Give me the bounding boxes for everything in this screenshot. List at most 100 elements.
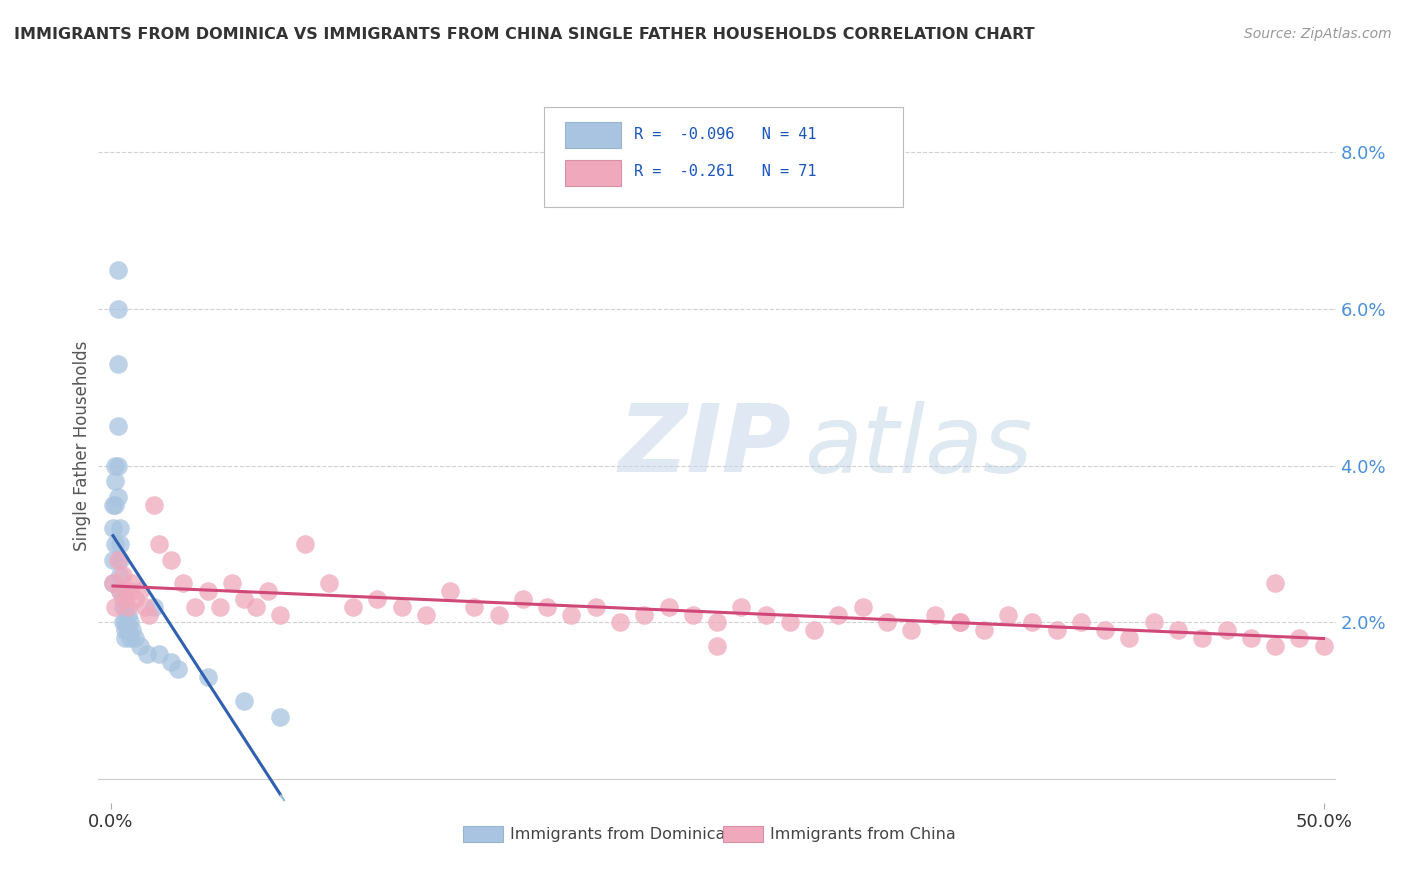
Point — [512, 591, 534, 606]
Point — [110, 584, 132, 599]
Text: Source: ZipAtlas.com: Source: ZipAtlas.com — [1244, 27, 1392, 41]
Point — [104, 599, 127, 614]
Point — [114, 599, 136, 614]
FancyBboxPatch shape — [544, 107, 903, 207]
FancyBboxPatch shape — [464, 826, 503, 842]
Point — [1288, 631, 1310, 645]
Point — [269, 607, 291, 622]
Text: atlas: atlas — [804, 401, 1032, 491]
Point — [706, 615, 728, 630]
Point — [1021, 615, 1043, 630]
Point — [107, 301, 129, 316]
Point — [439, 584, 461, 599]
FancyBboxPatch shape — [565, 122, 620, 148]
Point — [949, 615, 972, 630]
Point — [657, 599, 679, 614]
Point — [1264, 576, 1286, 591]
Point — [104, 498, 127, 512]
Point — [755, 607, 778, 622]
Point — [633, 607, 655, 622]
Point — [118, 631, 141, 645]
Point — [827, 607, 849, 622]
Point — [160, 552, 183, 566]
Point — [143, 599, 166, 614]
Point — [110, 568, 132, 582]
FancyBboxPatch shape — [565, 160, 620, 186]
Text: R =  -0.261   N = 71: R = -0.261 N = 71 — [634, 164, 817, 178]
Point — [110, 552, 132, 566]
Point — [560, 607, 582, 622]
Point — [148, 647, 170, 661]
Point — [294, 537, 316, 551]
Point — [172, 576, 194, 591]
Point — [111, 599, 134, 614]
Point — [366, 591, 388, 606]
Point — [779, 615, 801, 630]
Point — [101, 576, 124, 591]
Point — [997, 607, 1019, 622]
Point — [269, 709, 291, 723]
Point — [1240, 631, 1263, 645]
Point — [124, 631, 146, 645]
Point — [876, 615, 898, 630]
Point — [117, 607, 139, 622]
Point — [118, 584, 141, 599]
Point — [107, 262, 129, 277]
Text: Immigrants from China: Immigrants from China — [770, 827, 956, 842]
Point — [233, 694, 256, 708]
Point — [463, 599, 485, 614]
Point — [114, 615, 136, 630]
Point — [1046, 624, 1069, 638]
Point — [167, 663, 190, 677]
Point — [730, 599, 752, 614]
Point — [148, 537, 170, 551]
Point — [342, 599, 364, 614]
Point — [111, 591, 134, 606]
Text: Immigrants from Dominica: Immigrants from Dominica — [510, 827, 725, 842]
Point — [110, 584, 132, 599]
Point — [117, 624, 139, 638]
Point — [124, 591, 146, 606]
Text: IMMIGRANTS FROM DOMINICA VS IMMIGRANTS FROM CHINA SINGLE FATHER HOUSEHOLDS CORRE: IMMIGRANTS FROM DOMINICA VS IMMIGRANTS F… — [14, 27, 1035, 42]
Point — [415, 607, 437, 622]
Point — [101, 552, 124, 566]
Point — [1312, 639, 1334, 653]
Point — [134, 599, 156, 614]
Point — [488, 607, 510, 622]
Point — [160, 655, 183, 669]
Text: R =  -0.096   N = 41: R = -0.096 N = 41 — [634, 127, 817, 142]
Point — [682, 607, 704, 622]
Point — [114, 624, 136, 638]
Point — [104, 458, 127, 473]
Point — [118, 615, 141, 630]
Point — [949, 615, 972, 630]
Point — [101, 498, 124, 512]
Point — [803, 624, 825, 638]
Point — [924, 607, 946, 622]
Point — [104, 475, 127, 489]
Point — [221, 576, 243, 591]
Point — [104, 537, 127, 551]
Point — [138, 607, 160, 622]
Point — [110, 537, 132, 551]
Point — [128, 584, 150, 599]
Point — [1191, 631, 1213, 645]
Point — [107, 458, 129, 473]
Point — [114, 591, 136, 606]
Text: ZIP: ZIP — [619, 400, 792, 492]
Point — [128, 639, 150, 653]
Point — [117, 599, 139, 614]
Point — [208, 599, 231, 614]
Point — [973, 624, 995, 638]
Point — [111, 615, 134, 630]
Point — [1094, 624, 1116, 638]
Point — [536, 599, 558, 614]
Point — [107, 552, 129, 566]
Point — [197, 670, 219, 684]
Point — [136, 647, 159, 661]
Point — [184, 599, 207, 614]
Point — [1264, 639, 1286, 653]
Point — [852, 599, 875, 614]
Point — [900, 624, 922, 638]
Point — [121, 576, 143, 591]
